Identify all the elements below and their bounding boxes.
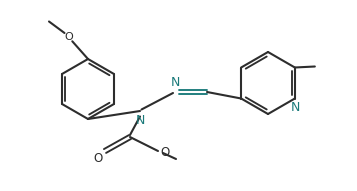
Text: N: N xyxy=(170,76,180,89)
Text: N: N xyxy=(291,101,300,114)
Text: O: O xyxy=(64,32,73,43)
Text: N: N xyxy=(135,113,145,126)
Text: O: O xyxy=(93,152,102,165)
Text: O: O xyxy=(161,146,170,159)
